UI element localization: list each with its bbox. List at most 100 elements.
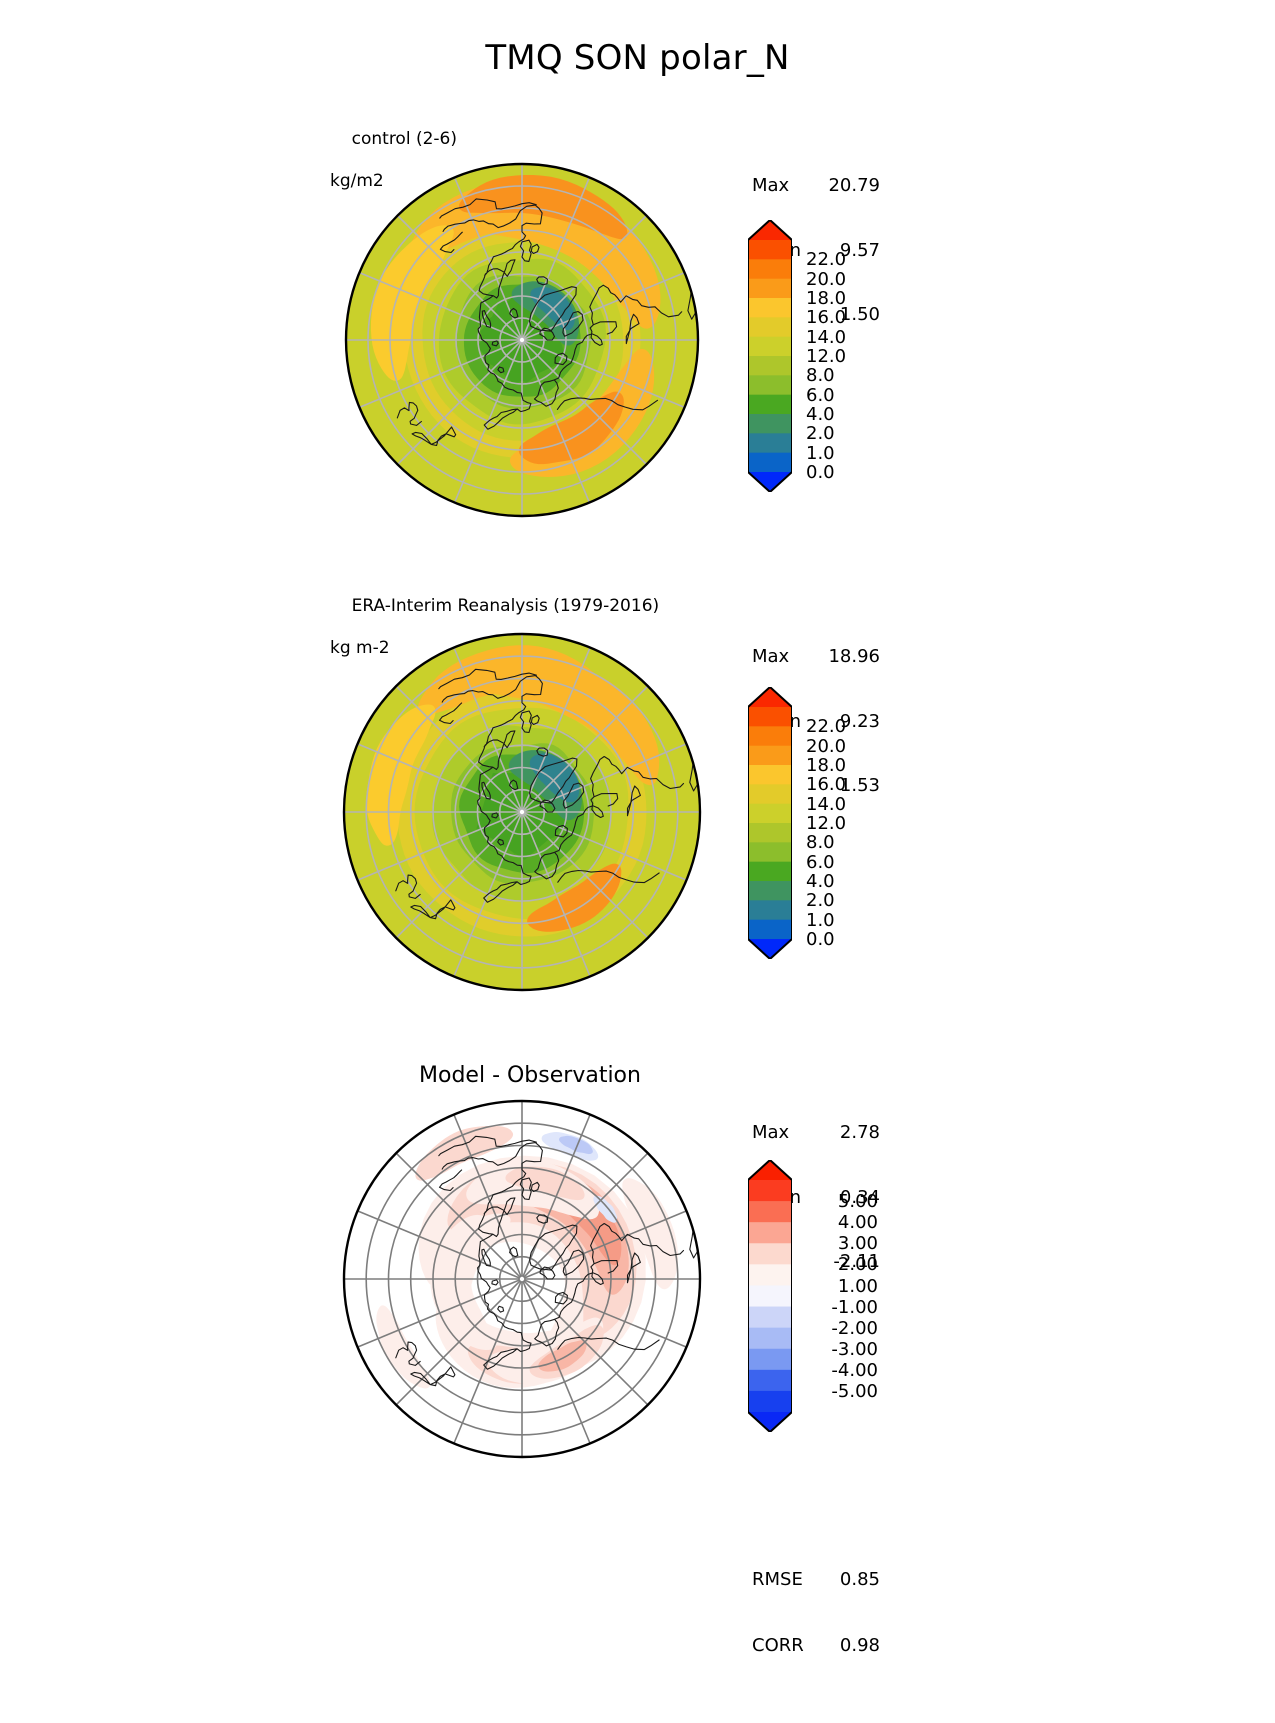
pole-marker: [519, 1276, 525, 1282]
panel-control: control (2-6) kg/m2 Max 20.79 Mean 9.57 …: [0, 100, 1275, 570]
map-outline: [342, 1099, 702, 1459]
colorbar-tick-label: 18.0: [806, 288, 847, 309]
panel-observation-units: kg m-2: [330, 638, 390, 658]
stat-row-max: Max 20.79: [752, 175, 880, 197]
contour-band-13: [370, 225, 454, 381]
colorbar-observation[interactable]: [748, 687, 792, 959]
metric-label-corr: CORR: [752, 1635, 804, 1656]
colorbar-band-4: [748, 1264, 792, 1287]
colorbar-tick-label: 14.0: [806, 793, 847, 815]
colorbar-tick-label: 20.0: [806, 735, 847, 757]
colorbar-band-3: [748, 765, 792, 785]
colorbar-band-7: [748, 842, 792, 863]
colorbar-tick-label: 5.00: [837, 1191, 878, 1213]
metric-value-corr: 0.98: [839, 1635, 880, 1656]
map-observation-disc[interactable]: [312, 627, 732, 1002]
colorbar-band-0: [748, 707, 792, 727]
colorbar-band-8: [748, 861, 792, 882]
coastlines: [395, 668, 700, 920]
panel-control-heading: control (2-6) kg/m2: [330, 108, 457, 234]
map-difference-disc[interactable]: [322, 1095, 722, 1495]
colorbar-band-7: [748, 375, 792, 396]
contour-band-17: [559, 1135, 593, 1155]
colorbar-tick-label: 16.0: [806, 774, 847, 796]
colorbar-band-2: [748, 1222, 792, 1244]
colorbar-band-3: [748, 298, 792, 318]
metric-value-rmse: 0.85: [839, 1569, 880, 1590]
colorbar-tick-label: 2.00: [837, 1254, 878, 1276]
panel-difference: Model - Observation Max 2.78 Mean 0.34 M…: [0, 1055, 1275, 1656]
stat-value-mean: 9.23: [839, 710, 880, 732]
panel-observation: ERA-Interim Reanalysis (1979-2016) kg m-…: [0, 565, 1275, 1060]
pole-marker: [519, 337, 525, 343]
colorbar-band-2: [748, 745, 792, 766]
colorbar-band-2: [748, 278, 792, 299]
colorbar-tick-label: -4.00: [831, 1359, 878, 1381]
colorbar-band-1: [748, 726, 792, 747]
colorbar-tick-label: 3.00: [837, 1233, 878, 1255]
panel-difference-title: Model - Observation: [419, 1063, 641, 1088]
colorbar-tick-label: 4.0: [806, 404, 835, 425]
panel-observation-title: ERA-Interim Reanalysis (1979-2016): [351, 596, 660, 616]
colorbar-tick-label: 2.0: [806, 423, 835, 445]
colorbar-tick-label: 22.0: [806, 249, 847, 271]
colorbar-band-4: [748, 317, 792, 338]
stat-row-max: Max 18.96: [752, 646, 880, 668]
colorbar-tick-label: 8.0: [806, 365, 835, 387]
colorbar-extend-max: [748, 220, 792, 240]
colorbar-band-9: [748, 1369, 792, 1392]
map-control-disc[interactable]: [312, 162, 732, 527]
colorbar-tick-label: 0.0: [806, 929, 835, 950]
colorbar-extend-min: [748, 1412, 792, 1432]
colorbar-tick-label: -5.00: [831, 1380, 878, 1402]
panel-control-units: kg/m2: [330, 171, 384, 191]
contour-band-9: [417, 645, 607, 715]
colorbar-band-8: [748, 394, 792, 415]
stat-value-min: 1.53: [839, 775, 880, 796]
colorbar-band-6: [748, 356, 792, 376]
colorbar-tick-label: 14.0: [806, 326, 847, 348]
pole-marker: [519, 809, 525, 815]
colorbar-band-4: [748, 784, 792, 805]
stat-value-max: 18.96: [828, 646, 880, 667]
colorbar-band-11: [748, 919, 792, 940]
colorbar-extend-max: [748, 1160, 792, 1180]
stat-value-min: -2.11: [833, 1251, 880, 1272]
contour-band-14: [415, 1125, 514, 1181]
panel-observation-heading: ERA-Interim Reanalysis (1979-2016) kg m-…: [330, 575, 659, 701]
colorbar-observation-labels: 22.0 20.0 18.0 16.0 14.0 12.0 8.0 6.0 4.0 2.0 1.0 0…: [806, 687, 874, 957]
map-outline: [344, 162, 700, 518]
colorbar-tick-label: 1.0: [806, 909, 835, 931]
colorbar-tick-label: 16.0: [806, 307, 847, 329]
contour-band-11: [518, 391, 624, 465]
stat-value-mean: 9.57: [839, 239, 880, 261]
metric-row-rmse: RMSE 0.85: [752, 1569, 880, 1591]
stat-row-max: Max 2.78: [752, 1122, 880, 1144]
colorbar-tick-label: 12.0: [806, 813, 847, 834]
figure-title: TMQ SON polar_N: [485, 38, 790, 78]
colorbar-band-5: [748, 336, 792, 357]
stat-value-mean: 0.34: [839, 1186, 880, 1208]
coastlines: [396, 198, 698, 447]
colorbar-tick-label: 4.00: [837, 1212, 878, 1234]
contour-band-10: [527, 863, 622, 932]
colorbar-difference-labels: 5.00 4.00 3.00 2.00 1.00 -1.00 -2.00 -3.00 -4.00…: [806, 1160, 878, 1425]
colorbar-band-3: [748, 1243, 792, 1265]
colorbar-tick-label: 8.0: [806, 832, 835, 854]
colorbar-extend-min: [748, 939, 792, 959]
colorbar-band-6: [748, 823, 792, 843]
coastlines: [395, 1135, 700, 1387]
stat-label-max: Max: [752, 1122, 790, 1143]
colorbar-band-11: [748, 452, 792, 473]
colorbar-band-0: [748, 1180, 792, 1202]
panel-difference-metrics: RMSE 0.85 CORR 0.98: [752, 1525, 880, 1701]
colorbar-tick-label: 4.0: [806, 871, 835, 892]
colorbar-band-5: [748, 1285, 792, 1308]
colorbar-difference[interactable]: [748, 1160, 792, 1432]
panel-control-title: control (2-6): [351, 129, 457, 149]
colorbar-tick-label: -3.00: [831, 1338, 878, 1360]
contour-band-13: [622, 1178, 679, 1290]
colorbar-control[interactable]: [748, 220, 792, 492]
stat-value-min: 1.50: [839, 304, 880, 325]
contour-band-7: [529, 753, 580, 803]
